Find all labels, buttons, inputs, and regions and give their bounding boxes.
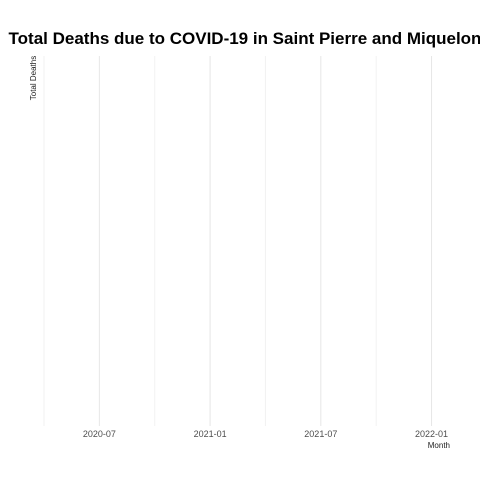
x-tick-label: 2021-01 [194,429,227,439]
grid-layer [43,56,433,426]
x-tick-label: 2020-07 [83,429,116,439]
x-axis-title: Month [428,441,450,450]
x-tick-label: 2021-07 [304,429,337,439]
x-tick-labels: 2020-07 2021-01 2021-07 2022-01 [83,429,448,439]
y-axis-title: Total Deaths [29,56,38,100]
chart-title: Total Deaths due to COVID-19 in Saint Pi… [9,29,480,48]
x-tick-label: 2022-01 [415,429,448,439]
